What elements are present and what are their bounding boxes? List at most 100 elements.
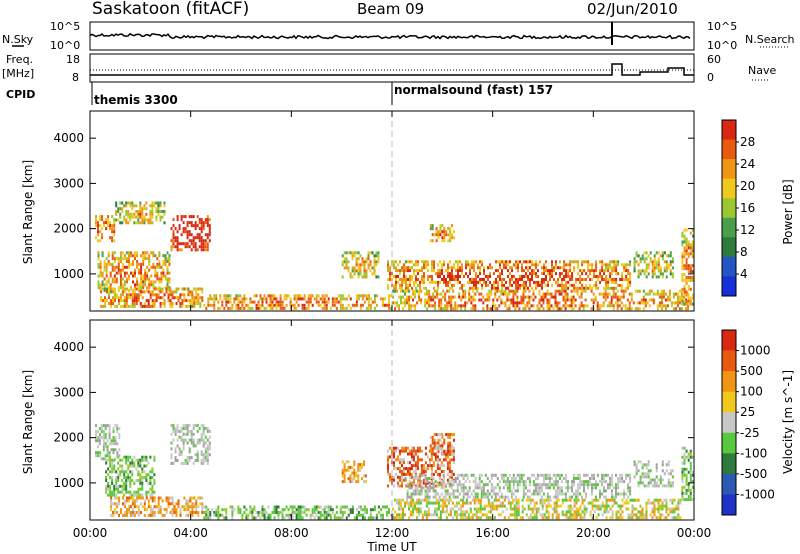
echo-cell	[609, 483, 611, 487]
echo-cell	[97, 436, 99, 440]
echo-cell	[176, 242, 179, 246]
echo-cell	[437, 504, 440, 508]
echo-cell	[639, 516, 642, 520]
echo-cell	[500, 477, 503, 480]
echo-cell	[105, 487, 108, 491]
echo-cell	[412, 510, 414, 514]
echo-cell	[598, 292, 601, 296]
echo-cell	[557, 516, 560, 520]
echo-cell	[628, 292, 631, 296]
echo-cell	[673, 498, 676, 502]
echo-cell	[434, 289, 437, 293]
echo-cell	[114, 304, 116, 308]
echo-cell	[152, 251, 155, 255]
echo-cell	[323, 511, 326, 514]
echo-cell	[535, 516, 538, 520]
echo-cell	[541, 501, 544, 505]
echo-cell	[489, 263, 491, 267]
echo-cell	[105, 271, 108, 275]
echo-cell	[605, 489, 607, 493]
echo-cell	[182, 461, 185, 465]
echo-cell	[569, 278, 572, 281]
echo-cell	[581, 483, 583, 487]
echo-cell	[435, 498, 438, 502]
echo-cell	[401, 458, 403, 462]
echo-cell	[133, 302, 136, 305]
echo-cell	[261, 513, 264, 517]
echo-cell	[195, 290, 198, 294]
echo-cell	[607, 278, 610, 281]
echo-cell	[172, 438, 175, 442]
echo-cell	[426, 489, 429, 493]
echo-cell	[115, 476, 118, 480]
echo-cell	[441, 236, 444, 240]
echo-cell	[473, 501, 476, 505]
echo-cell	[661, 460, 664, 464]
echo-cell	[118, 502, 121, 506]
echo-cell	[393, 475, 395, 479]
echo-cell	[601, 260, 604, 264]
echo-cell	[139, 464, 142, 468]
echo-cell	[303, 303, 306, 307]
echo-cell	[104, 442, 107, 446]
echo-cell	[511, 507, 514, 511]
echo-cell	[217, 300, 220, 304]
echo-cell	[653, 260, 656, 264]
echo-cell	[605, 278, 608, 281]
echo-cell	[192, 224, 195, 228]
echo-cell	[196, 233, 199, 237]
echo-cell	[630, 298, 633, 302]
echo-cell	[541, 516, 544, 520]
echo-cell	[442, 458, 445, 462]
echo-cell	[685, 307, 687, 311]
echo-cell	[509, 280, 511, 284]
echo-cell	[202, 432, 205, 436]
echo-cell	[237, 505, 240, 509]
echo-cell	[99, 286, 102, 290]
echo-cell	[564, 480, 567, 484]
echo-cell	[97, 251, 100, 255]
echo-cell	[493, 286, 495, 290]
echo-cell	[599, 489, 601, 493]
echo-cell	[401, 449, 403, 453]
echo-cell	[591, 483, 593, 487]
echo-cell	[186, 441, 189, 445]
echo-cell	[593, 473, 595, 477]
echo-cell	[560, 292, 563, 296]
echo-cell	[399, 484, 401, 488]
echo-cell	[431, 450, 434, 454]
echo-cell	[599, 272, 602, 276]
echo-cell	[483, 269, 485, 273]
echo-cell	[405, 278, 407, 281]
echo-cell	[409, 470, 411, 473]
echo-cell	[559, 504, 562, 508]
echo-cell	[461, 283, 463, 287]
echo-cell	[430, 467, 433, 471]
echo-cell	[95, 433, 97, 437]
echo-cell	[448, 464, 451, 468]
echo-cell	[451, 275, 453, 278]
echo-cell	[560, 486, 563, 490]
echo-cell	[437, 498, 440, 502]
echo-cell	[121, 290, 124, 294]
echo-cell	[469, 269, 471, 273]
echo-cell	[171, 290, 174, 294]
echo-cell	[113, 251, 116, 255]
echo-cell	[648, 289, 651, 293]
echo-cell	[685, 228, 688, 232]
echo-cell	[129, 484, 132, 488]
echo-cell	[569, 510, 572, 514]
echo-cell	[598, 304, 601, 308]
echo-cell	[395, 449, 397, 453]
echo-cell	[621, 480, 624, 484]
echo-cell	[566, 298, 569, 302]
echo-cell	[443, 438, 446, 442]
echo-cell	[540, 304, 543, 308]
echo-cell	[198, 427, 201, 430]
echo-cell	[325, 303, 328, 307]
echo-cell	[461, 498, 464, 502]
echo-cell	[422, 481, 425, 485]
echo-cell	[125, 304, 128, 308]
echo-cell	[541, 498, 544, 502]
echo-cell	[560, 480, 563, 484]
